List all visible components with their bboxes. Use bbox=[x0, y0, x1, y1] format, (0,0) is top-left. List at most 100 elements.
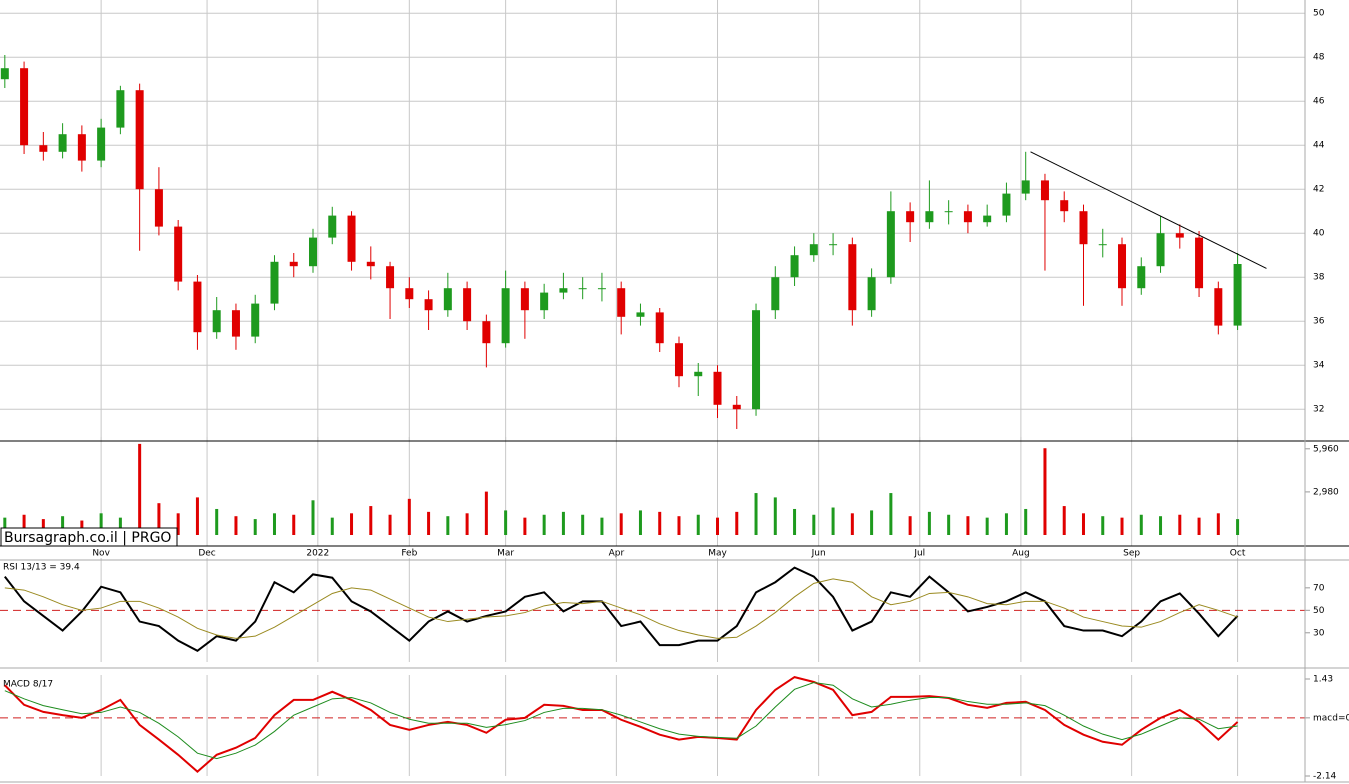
volume-bar bbox=[1024, 508, 1028, 535]
y-tick-label: 40 bbox=[1313, 229, 1325, 239]
y-tick-label: 50 bbox=[1313, 9, 1325, 19]
candle-body bbox=[424, 299, 433, 311]
x-tick-label: Feb bbox=[401, 549, 417, 559]
volume-bar bbox=[118, 517, 122, 535]
volume-bar bbox=[22, 514, 26, 535]
watermark: Bursagraph.co.il | PRGO bbox=[4, 530, 171, 546]
volume-bar bbox=[272, 513, 276, 535]
volume-bar bbox=[581, 514, 585, 535]
panel-title: RSI 13/13 = 39.4 bbox=[3, 563, 80, 573]
volume-bar bbox=[600, 517, 604, 535]
volume-bar bbox=[677, 516, 681, 535]
candle-body bbox=[886, 211, 895, 278]
indicator-line bbox=[4, 566, 1239, 652]
y-tick-label: 38 bbox=[1313, 273, 1325, 283]
x-tick-label: Mar bbox=[497, 549, 514, 559]
volume-bar bbox=[773, 497, 777, 535]
volume-bar bbox=[1004, 513, 1008, 535]
volume-bar bbox=[947, 514, 951, 535]
y-tick-label: 5,960 bbox=[1313, 444, 1339, 454]
volume-bar bbox=[292, 514, 296, 535]
candle-body bbox=[212, 310, 221, 333]
volume-bar bbox=[1120, 517, 1124, 535]
volume-bar bbox=[407, 498, 411, 535]
candle-body bbox=[636, 312, 645, 317]
volume-bar bbox=[1139, 514, 1143, 535]
indicator-line bbox=[4, 578, 1238, 639]
volume-bar bbox=[1197, 517, 1201, 535]
x-tick-label: Jul bbox=[913, 549, 925, 559]
candle-body bbox=[520, 288, 529, 311]
candle-body bbox=[809, 244, 818, 256]
y-tick-label: 32 bbox=[1313, 405, 1324, 415]
candle-body bbox=[732, 404, 741, 410]
volume-bar bbox=[1159, 516, 1163, 535]
panel-title: MACD 8/17 bbox=[3, 680, 53, 690]
candle-body bbox=[58, 134, 67, 152]
x-tick-label: Nov bbox=[92, 549, 110, 559]
candle-body bbox=[1233, 264, 1242, 326]
volume-bar bbox=[99, 513, 103, 535]
x-tick-label: May bbox=[708, 549, 727, 559]
volume-bar bbox=[985, 517, 989, 535]
y-tick-label: 36 bbox=[1313, 317, 1325, 327]
volume-bar bbox=[1062, 506, 1066, 535]
candle-body bbox=[289, 261, 298, 267]
volume-bar bbox=[1236, 519, 1240, 535]
candle-body bbox=[1195, 237, 1204, 289]
volume-bar bbox=[966, 516, 970, 535]
candle-body bbox=[270, 261, 279, 304]
candle-body bbox=[1137, 266, 1146, 289]
y-tick-label: -2.14 bbox=[1313, 772, 1337, 782]
candle-body bbox=[771, 277, 780, 311]
candle-body bbox=[848, 244, 857, 311]
volume-bar bbox=[927, 511, 931, 535]
x-tick-label: Sep bbox=[1123, 549, 1140, 559]
candle-body bbox=[1079, 211, 1088, 245]
trend-line bbox=[1030, 151, 1267, 269]
candle-body bbox=[1002, 193, 1011, 216]
candle-body bbox=[963, 211, 972, 223]
volume-bar bbox=[311, 500, 315, 535]
volume-bar bbox=[523, 517, 527, 535]
volume-bar bbox=[484, 491, 488, 535]
candle-body bbox=[540, 292, 549, 311]
candle-body bbox=[617, 288, 626, 317]
volume-bar bbox=[1216, 513, 1220, 535]
candle-body bbox=[97, 127, 106, 161]
volume-bar bbox=[176, 513, 180, 535]
volume-bar bbox=[138, 443, 142, 535]
volume-bar bbox=[253, 519, 257, 535]
volume-bar bbox=[504, 510, 508, 535]
y-tick-label: 48 bbox=[1313, 53, 1325, 63]
candle-body bbox=[1118, 244, 1127, 289]
candle-body bbox=[713, 371, 722, 405]
y-tick-label: 30 bbox=[1313, 628, 1325, 638]
candle-body bbox=[443, 288, 452, 311]
volume-bar bbox=[1178, 514, 1182, 535]
candle-body bbox=[578, 288, 587, 290]
x-tick-label: Jun bbox=[811, 549, 826, 559]
candle-body bbox=[328, 215, 337, 238]
volume-bar bbox=[658, 511, 662, 535]
y-tick-label: 46 bbox=[1313, 97, 1325, 107]
candle-body bbox=[1175, 233, 1184, 238]
candle-body bbox=[347, 215, 356, 262]
candle-body bbox=[386, 266, 395, 289]
volume-bar bbox=[369, 506, 373, 535]
volume-bar bbox=[41, 519, 45, 535]
volume-bar bbox=[619, 513, 623, 535]
candle-body bbox=[309, 237, 318, 267]
volume-bar bbox=[716, 517, 720, 535]
candle-body bbox=[501, 288, 510, 344]
volume-bar bbox=[831, 507, 835, 535]
volume-bar bbox=[427, 511, 431, 535]
candle-body bbox=[1060, 200, 1069, 212]
candle-body bbox=[174, 226, 183, 282]
volume-bar bbox=[735, 511, 739, 535]
candle-body bbox=[193, 281, 202, 333]
volume-bar bbox=[850, 513, 854, 535]
y-tick-label: 34 bbox=[1313, 361, 1325, 371]
